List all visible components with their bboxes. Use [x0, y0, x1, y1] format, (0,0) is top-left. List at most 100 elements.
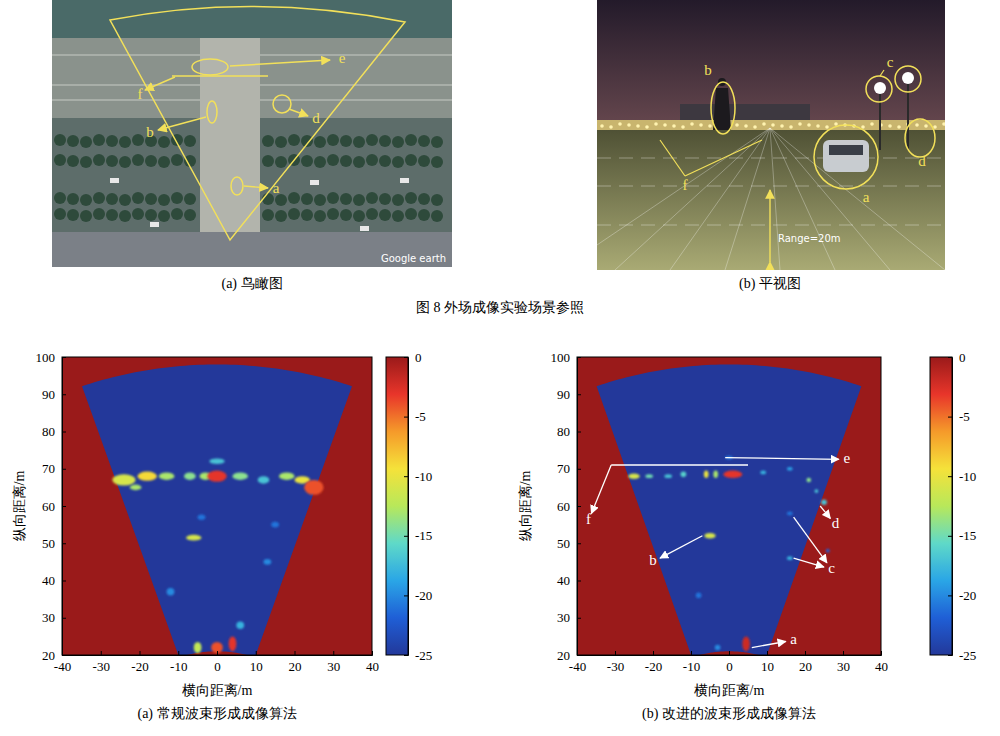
- tree: [314, 156, 326, 168]
- light: [807, 123, 811, 127]
- tree: [392, 210, 404, 222]
- tree: [119, 210, 131, 222]
- light: [915, 123, 919, 127]
- light: [834, 122, 838, 126]
- tick: 40: [42, 573, 66, 588]
- echo-spot: [130, 485, 142, 491]
- tree: [171, 154, 183, 166]
- tick-label: -30: [607, 659, 624, 674]
- tree: [431, 194, 443, 206]
- tick: -20: [645, 651, 662, 674]
- light: [816, 124, 820, 128]
- x-axis-title: 横向距离/m: [694, 683, 765, 698]
- y-axis: 2030405060708090100: [36, 350, 67, 663]
- sector: [597, 364, 862, 655]
- tick-label: 100: [36, 350, 56, 365]
- photo-background: [52, 0, 452, 267]
- target-ring: [895, 66, 921, 92]
- tick: 50: [557, 536, 581, 551]
- echo-spot: [815, 489, 819, 493]
- photo-caption: (a) 鸟瞰图: [221, 276, 282, 292]
- photo-ground: bcfdaRange=20m: [597, 0, 945, 270]
- tick: 10: [761, 651, 774, 674]
- photo-label: a: [273, 180, 280, 196]
- tree: [288, 134, 300, 146]
- tick-mark: [577, 618, 581, 619]
- echo-spot: [807, 478, 812, 482]
- tick: 0: [948, 350, 966, 365]
- tick: 80: [42, 424, 66, 439]
- tree: [145, 193, 157, 205]
- target-ring: [192, 59, 228, 75]
- label-arrow: [244, 186, 268, 188]
- tree: [340, 155, 352, 167]
- target-ring: [866, 76, 892, 102]
- tree: [67, 193, 79, 205]
- tick-mark: [881, 651, 882, 655]
- tick-label: 70: [557, 461, 570, 476]
- annotation-arrow: [660, 536, 702, 558]
- tree: [431, 210, 443, 222]
- light: [654, 122, 658, 126]
- target-ring: [711, 82, 735, 134]
- label-line: [685, 140, 762, 176]
- tick: 50: [42, 536, 66, 551]
- tree: [366, 192, 378, 204]
- photo-label: c: [887, 54, 894, 70]
- tick-mark: [62, 543, 66, 544]
- echo-spot: [167, 588, 175, 595]
- tick-mark: [295, 651, 296, 655]
- lamp-pole: [907, 78, 909, 150]
- tick-mark: [404, 595, 408, 596]
- target-ring: [273, 95, 291, 113]
- tick-label: 10: [761, 659, 774, 674]
- tick-label: 60: [557, 499, 570, 514]
- plot-area: [577, 357, 881, 655]
- tick-label: 100: [551, 350, 571, 365]
- ground-line: [770, 128, 890, 270]
- tick-mark: [948, 655, 952, 656]
- tick-mark: [62, 357, 66, 358]
- axis-line: [63, 358, 67, 656]
- tick-label: 20: [557, 648, 570, 663]
- tick: 0: [726, 651, 733, 674]
- car: [360, 226, 369, 231]
- tick-mark: [62, 469, 66, 470]
- tick-label: -25: [959, 648, 976, 663]
- tick-label: -25: [415, 648, 432, 663]
- tick-mark: [62, 618, 66, 619]
- annotation-label: d: [832, 515, 840, 531]
- tick: -30: [93, 651, 110, 674]
- tick-mark: [372, 651, 373, 655]
- light: [636, 124, 640, 128]
- tick-mark: [101, 651, 102, 655]
- range-arrow: [769, 190, 770, 262]
- colorbar-axis: 0-5-10-15-20-25: [948, 350, 976, 663]
- tree: [301, 209, 313, 221]
- tree: [119, 194, 131, 206]
- tick-mark: [62, 432, 66, 433]
- tick-label: 30: [42, 610, 55, 625]
- tick: 0: [404, 350, 422, 365]
- echo-spot: [194, 642, 202, 653]
- echo-spot: [279, 472, 295, 479]
- tick-label: 20: [289, 659, 302, 674]
- tick: 0: [214, 651, 221, 674]
- light: [681, 125, 685, 129]
- tree: [80, 194, 92, 206]
- radar-chart: -40-30-20-100102030402030405060708090100…: [518, 350, 976, 722]
- tree: [93, 192, 105, 204]
- tick: 100: [551, 350, 582, 365]
- photo-label: f: [683, 177, 688, 193]
- label-arrow: [289, 109, 308, 116]
- tick: 30: [42, 610, 66, 625]
- tree: [418, 155, 430, 167]
- tick: 60: [557, 499, 581, 514]
- tick-mark: [653, 651, 654, 655]
- tree: [80, 156, 92, 168]
- tick-mark: [62, 581, 66, 582]
- tick-label: 50: [557, 536, 570, 551]
- target-ring: [207, 101, 217, 123]
- tick-label: 40: [366, 659, 379, 674]
- tick-label: -30: [93, 659, 110, 674]
